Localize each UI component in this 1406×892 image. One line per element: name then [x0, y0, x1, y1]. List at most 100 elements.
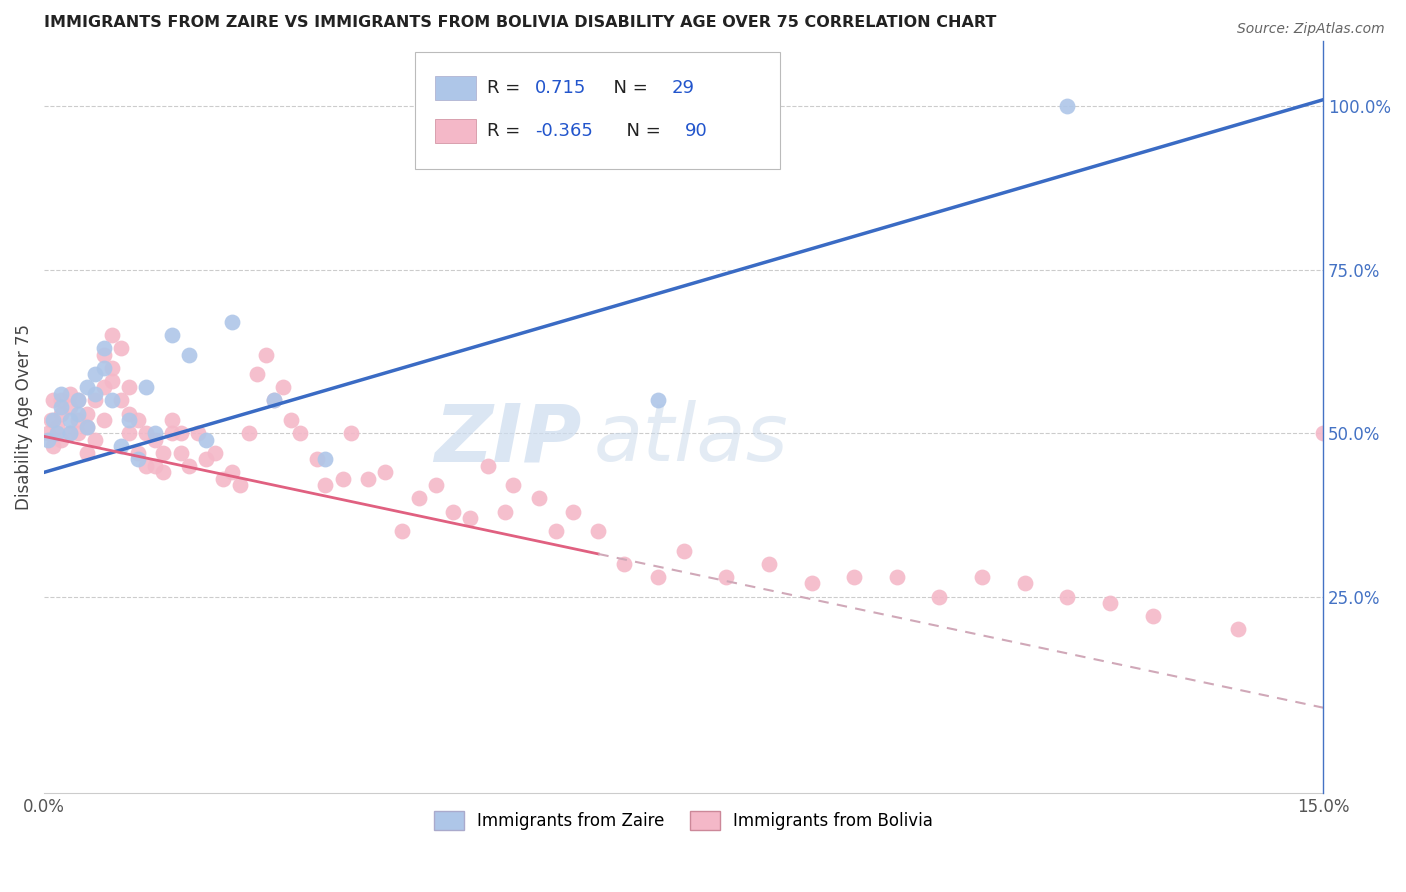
Point [41, 413, 63, 427]
Point [1142, 609, 1164, 624]
Point [221, 315, 243, 329]
Point [84, 368, 107, 382]
Point [93, 413, 115, 427]
Point [332, 472, 354, 486]
Point [212, 472, 235, 486]
Point [152, 446, 174, 460]
Point [118, 413, 141, 427]
Point [84, 387, 107, 401]
Point [84, 393, 107, 408]
Point [263, 393, 285, 408]
Point [408, 491, 430, 506]
Text: 29: 29 [672, 79, 695, 97]
Point [76, 419, 98, 434]
Point [135, 426, 157, 441]
Text: atlas: atlas [595, 401, 789, 478]
Point [110, 393, 132, 408]
Point [51, 433, 73, 447]
Point [143, 426, 166, 441]
Point [271, 380, 294, 394]
Point [51, 400, 73, 414]
Point [59, 400, 82, 414]
Point [195, 433, 218, 447]
Point [315, 478, 337, 492]
Point [229, 478, 252, 492]
FancyBboxPatch shape [415, 52, 779, 169]
Point [93, 348, 115, 362]
Point [1312, 426, 1334, 441]
Point [39, 413, 62, 427]
Point [886, 570, 908, 584]
Y-axis label: Disability Age Over 75: Disability Age Over 75 [15, 324, 32, 509]
Point [76, 446, 98, 460]
Point [246, 368, 269, 382]
Point [59, 426, 82, 441]
Point [59, 387, 82, 401]
Point [118, 407, 141, 421]
Point [93, 360, 115, 375]
Point [221, 466, 243, 480]
Point [51, 387, 73, 401]
Point [254, 348, 277, 362]
Text: N =: N = [602, 79, 654, 97]
Point [67, 393, 90, 408]
Point [110, 341, 132, 355]
Point [460, 511, 482, 525]
Point [37, 433, 59, 447]
Point [391, 524, 413, 538]
Text: IMMIGRANTS FROM ZAIRE VS IMMIGRANTS FROM BOLIVIA DISABILITY AGE OVER 75 CORRELAT: IMMIGRANTS FROM ZAIRE VS IMMIGRANTS FROM… [44, 15, 997, 30]
FancyBboxPatch shape [436, 119, 477, 143]
Point [93, 380, 115, 394]
Point [561, 504, 583, 518]
Point [59, 426, 82, 441]
Point [135, 458, 157, 473]
Point [340, 426, 363, 441]
Point [588, 524, 610, 538]
Point [928, 590, 950, 604]
Point [970, 570, 993, 584]
Point [177, 348, 200, 362]
Point [280, 413, 302, 427]
Point [135, 380, 157, 394]
Point [502, 478, 524, 492]
Point [494, 504, 516, 518]
Point [315, 452, 337, 467]
Text: 0.715: 0.715 [536, 79, 586, 97]
Point [195, 452, 218, 467]
Point [1056, 590, 1078, 604]
Point [101, 360, 124, 375]
Text: Source: ZipAtlas.com: Source: ZipAtlas.com [1237, 22, 1385, 37]
Point [800, 576, 823, 591]
Point [1014, 576, 1036, 591]
Text: R =: R = [486, 79, 526, 97]
Point [143, 433, 166, 447]
Point [67, 426, 90, 441]
Point [758, 557, 780, 571]
Point [41, 393, 63, 408]
Point [76, 380, 98, 394]
Point [238, 426, 260, 441]
Point [118, 380, 141, 394]
Point [527, 491, 550, 506]
Point [160, 328, 183, 343]
Point [204, 446, 226, 460]
Point [101, 328, 124, 343]
Legend: Immigrants from Zaire, Immigrants from Bolivia: Immigrants from Zaire, Immigrants from B… [427, 805, 939, 837]
Point [613, 557, 636, 571]
Point [1226, 622, 1249, 636]
Point [169, 446, 191, 460]
Point [672, 543, 695, 558]
Point [101, 393, 124, 408]
FancyBboxPatch shape [436, 76, 477, 100]
Point [477, 458, 499, 473]
Point [305, 452, 328, 467]
Point [101, 374, 124, 388]
Point [67, 393, 90, 408]
Point [374, 466, 396, 480]
Text: 90: 90 [685, 122, 707, 140]
Point [59, 413, 82, 427]
Point [1098, 596, 1121, 610]
Point [544, 524, 567, 538]
Point [177, 458, 200, 473]
Point [187, 426, 209, 441]
